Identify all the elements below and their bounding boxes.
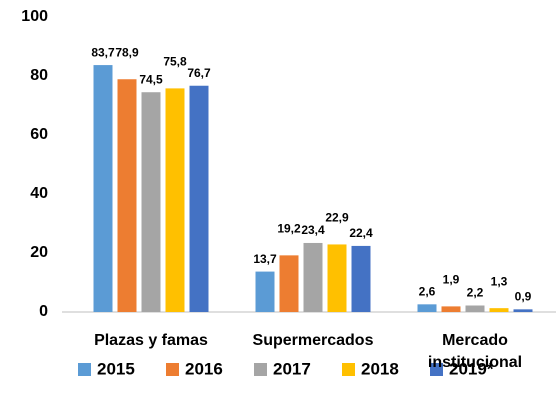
legend-swatch xyxy=(430,363,443,376)
y-tick-label: 80 xyxy=(30,67,48,84)
bar xyxy=(165,88,185,312)
data-label: 2,2 xyxy=(467,286,484,300)
bar xyxy=(513,309,533,312)
bar xyxy=(303,242,323,312)
legend-swatch xyxy=(342,363,355,376)
legend-label: 2018 xyxy=(361,359,399,378)
data-label: 22,9 xyxy=(325,211,349,225)
legend-swatch xyxy=(78,363,91,376)
legend-label: 2016 xyxy=(185,359,223,378)
bar xyxy=(465,305,485,312)
data-label: 75,8 xyxy=(163,55,187,69)
y-tick-label: 60 xyxy=(30,126,48,143)
bar xyxy=(189,85,209,312)
data-label: 23,4 xyxy=(301,223,325,237)
bar xyxy=(489,308,509,312)
legend-swatch xyxy=(166,363,179,376)
data-label: 83,7 xyxy=(91,45,115,59)
data-label: 2,6 xyxy=(419,285,436,299)
data-label: 19,2 xyxy=(277,222,301,236)
legend-label: 2015 xyxy=(97,359,135,378)
bar xyxy=(279,255,299,312)
bar xyxy=(255,271,275,312)
legend-label: 2019* xyxy=(449,359,494,378)
bar xyxy=(441,306,461,312)
y-tick-label: 0 xyxy=(39,303,48,320)
data-label: 0,9 xyxy=(515,290,532,304)
x-tick-label: Supermercados xyxy=(252,332,374,349)
bar xyxy=(141,92,161,312)
y-tick-label: 100 xyxy=(21,8,48,25)
bar xyxy=(351,245,371,312)
x-tick-label: Plazas y famas xyxy=(94,332,208,349)
legend-swatch xyxy=(254,363,267,376)
bar xyxy=(327,244,347,312)
data-label: 1,9 xyxy=(443,273,460,287)
data-label: 76,7 xyxy=(187,66,211,80)
y-tick-label: 40 xyxy=(30,185,48,202)
x-tick-label: Mercado institucional xyxy=(427,332,523,371)
data-label: 22,4 xyxy=(349,226,373,240)
y-tick-label: 20 xyxy=(30,244,48,261)
data-label: 78,9 xyxy=(115,45,139,59)
data-label: 1,3 xyxy=(491,274,508,288)
legend-label: 2017 xyxy=(273,359,311,378)
bar xyxy=(117,79,137,313)
bar xyxy=(417,304,437,312)
data-label: 13,7 xyxy=(253,252,277,266)
data-label: 74,5 xyxy=(139,72,163,86)
bar xyxy=(93,65,113,313)
